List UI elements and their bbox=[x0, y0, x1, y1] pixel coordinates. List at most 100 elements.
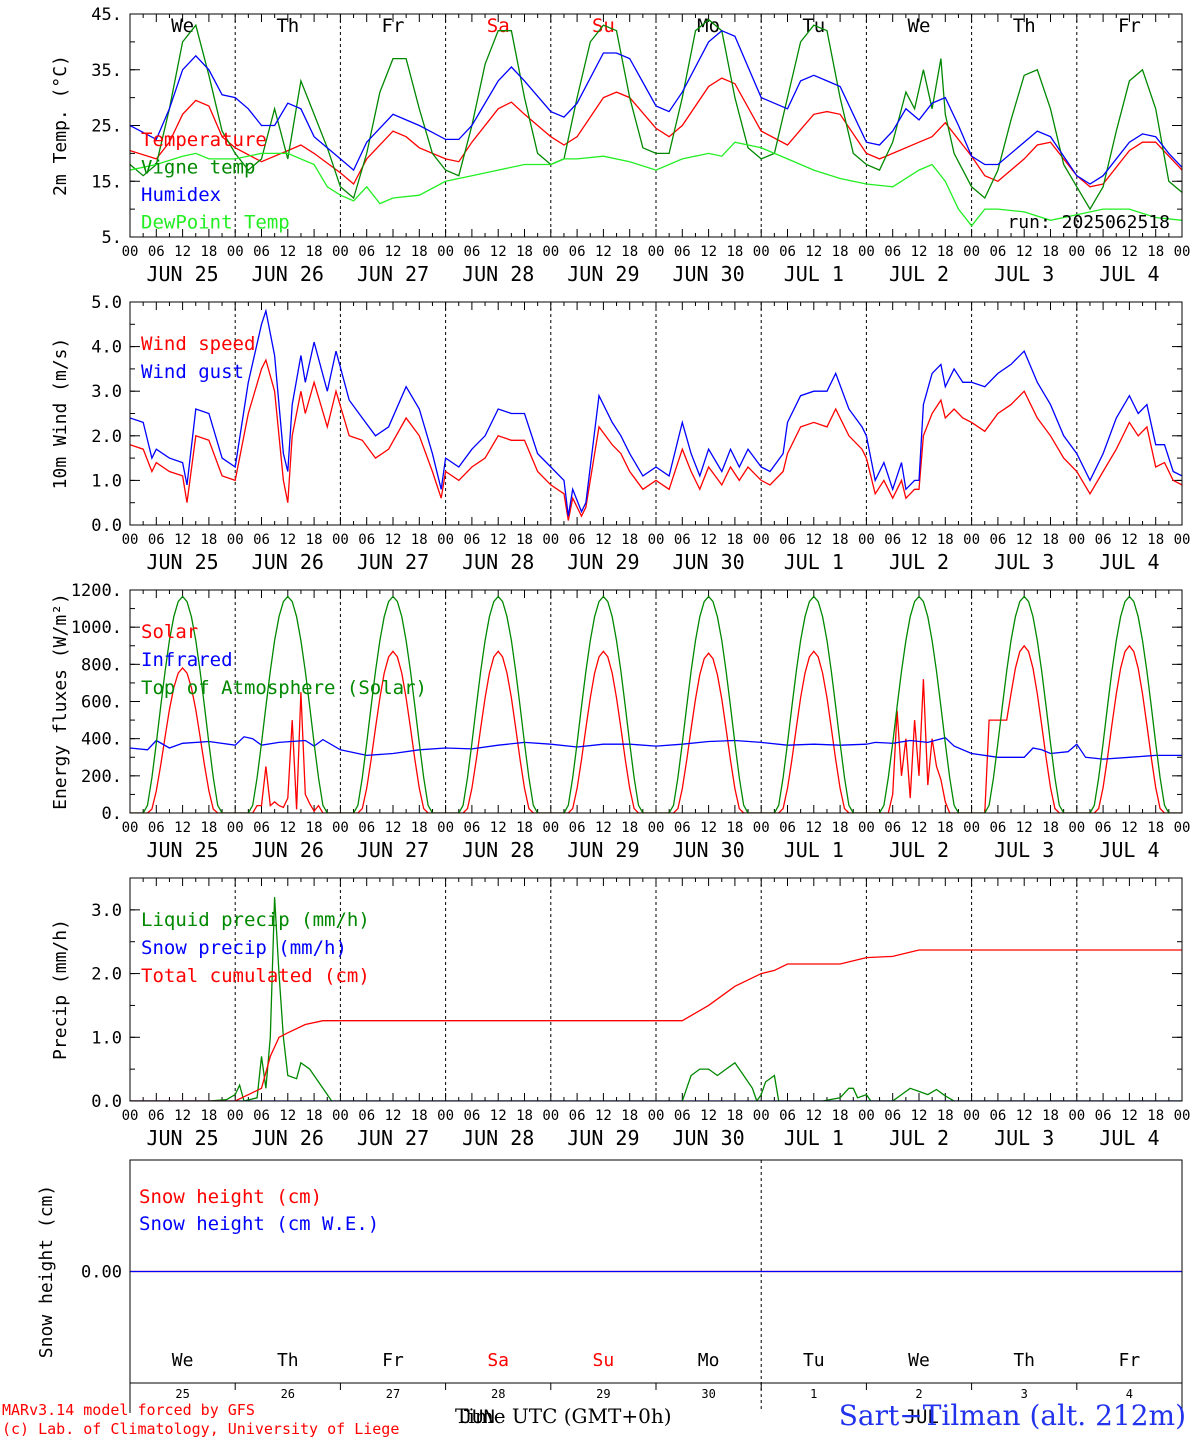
day-number-label: 29 bbox=[596, 1387, 610, 1401]
x-hour-label: 00 bbox=[858, 532, 875, 548]
x-hour-label: 18 bbox=[726, 532, 743, 548]
x-hour-label: 12 bbox=[1016, 1108, 1033, 1124]
x-date-label: JUN 29 bbox=[567, 838, 639, 862]
x-hour-label: 18 bbox=[1147, 532, 1164, 548]
x-date-label: JUN 28 bbox=[462, 550, 534, 574]
weekday-label: Fr bbox=[382, 15, 405, 37]
x-hour-label: 12 bbox=[595, 532, 612, 548]
x-hour-label: 06 bbox=[569, 244, 586, 260]
lab-credit: (c) Lab. of Climatology, University of L… bbox=[2, 1420, 400, 1438]
y-tick-label: 600. bbox=[81, 693, 122, 713]
x-hour-label: 12 bbox=[1121, 820, 1138, 836]
x-date-label: JUN 27 bbox=[357, 838, 429, 862]
x-date-label: JUN 30 bbox=[672, 550, 744, 574]
x-date-label: JUN 29 bbox=[567, 262, 639, 286]
weekday-label: Th bbox=[276, 15, 299, 37]
x-hour-label: 18 bbox=[516, 532, 533, 548]
x-hour-label: 06 bbox=[569, 532, 586, 548]
x-hour-label: 18 bbox=[726, 244, 743, 260]
x-date-label: JUN 26 bbox=[252, 262, 324, 286]
x-hour-label: 12 bbox=[1121, 532, 1138, 548]
x-hour-label: 12 bbox=[385, 1108, 402, 1124]
x-hour-label: 18 bbox=[937, 820, 954, 836]
x-hour-label: 06 bbox=[989, 1108, 1006, 1124]
y-tick-label: 1.0 bbox=[91, 1028, 122, 1048]
x-date-label: JUL 3 bbox=[994, 1126, 1054, 1150]
x-hour-label: 06 bbox=[1095, 1108, 1112, 1124]
x-date-label: JUL 3 bbox=[994, 262, 1054, 286]
y-tick-label: 0.0 bbox=[91, 1092, 122, 1112]
x-hour-label: 00 bbox=[332, 1108, 349, 1124]
x-hour-label: 12 bbox=[385, 820, 402, 836]
series-total-cumulated-cm-line bbox=[130, 949, 1182, 1101]
x-hour-label: 00 bbox=[542, 1108, 559, 1124]
x-hour-label: 00 bbox=[542, 532, 559, 548]
y-tick-label: 1200. bbox=[71, 581, 122, 601]
x-date-label: JUN 26 bbox=[252, 550, 324, 574]
series-wind-speed-line bbox=[130, 358, 1182, 521]
panel-frame bbox=[129, 877, 1183, 1102]
panel-1: 5. 15. 25. 35. 45. 2m Temp. (°C) 00 06 12 18 00 06 1… bbox=[50, 5, 1190, 286]
y-tick-label: 5.0 bbox=[91, 293, 122, 313]
y-tick-label: 0.0 bbox=[91, 516, 122, 536]
x-hour-label: 06 bbox=[989, 532, 1006, 548]
x-hour-label: 00 bbox=[753, 820, 770, 836]
x-hour-label: 18 bbox=[200, 244, 217, 260]
series-top-of-atmosphere-solar-line bbox=[130, 595, 1182, 813]
x-hour-label: 12 bbox=[174, 532, 191, 548]
x-hour-label: 12 bbox=[805, 820, 822, 836]
x-hour-label: 18 bbox=[937, 1108, 954, 1124]
x-date-label: JUL 1 bbox=[784, 550, 844, 574]
x-hour-label: 00 bbox=[227, 820, 244, 836]
x-hour-label: 06 bbox=[148, 532, 165, 548]
x-hour-label: 12 bbox=[1121, 244, 1138, 260]
run-label: run: 2025062518 bbox=[1007, 212, 1170, 233]
y-tick-label: 2.0 bbox=[91, 427, 122, 447]
legend-entry: Wind gust bbox=[141, 361, 244, 383]
x-hour-label: 06 bbox=[989, 820, 1006, 836]
x-hour-label: 18 bbox=[621, 820, 638, 836]
x-hour-label: 00 bbox=[332, 244, 349, 260]
x-hour-label: 12 bbox=[700, 244, 717, 260]
x-hour-label: 00 bbox=[753, 532, 770, 548]
legend-entry: Snow precip (mm/h) bbox=[141, 937, 347, 959]
day-number-label: 4 bbox=[1126, 1387, 1133, 1401]
x-hour-label: 12 bbox=[700, 532, 717, 548]
x-hour-label: 06 bbox=[148, 1108, 165, 1124]
x-hour-label: 12 bbox=[805, 532, 822, 548]
x-hour-label: 00 bbox=[122, 1108, 139, 1124]
x-hour-label: 18 bbox=[726, 820, 743, 836]
legend-entry: Top of Atmosphere (Solar) bbox=[141, 677, 427, 699]
weekday-label: Mo bbox=[698, 1350, 720, 1371]
weekday-label: Su bbox=[593, 1350, 615, 1371]
y-tick-label: 0. bbox=[102, 804, 122, 824]
series-infrared-line bbox=[130, 736, 1182, 760]
x-date-label: JUL 4 bbox=[1099, 838, 1159, 862]
x-hour-label: 18 bbox=[1147, 244, 1164, 260]
panel-2: 0.0 1.0 2.0 3.0 4.0 5.0 10m Wind (m/s) 00 06 12 18… bbox=[50, 293, 1190, 574]
x-hour-label: 12 bbox=[1016, 532, 1033, 548]
panel-frame bbox=[129, 13, 1183, 238]
model-credit: MARv3.14 model forced by GFS bbox=[2, 1401, 255, 1419]
y-axis-label: Precip (mm/h) bbox=[50, 919, 71, 1060]
series-liquid-precip-mm-h-line bbox=[130, 897, 1182, 1101]
x-hour-label: 00 bbox=[1174, 532, 1191, 548]
weekday-label: Th bbox=[1013, 1350, 1035, 1371]
x-hour-label: 06 bbox=[463, 820, 480, 836]
x-hour-label: 00 bbox=[437, 532, 454, 548]
weekday-label: Sa bbox=[487, 15, 510, 37]
x-date-label: JUL 1 bbox=[784, 838, 844, 862]
x-hour-label: 18 bbox=[1042, 1108, 1059, 1124]
x-hour-label: 12 bbox=[490, 1108, 507, 1124]
x-hour-label: 00 bbox=[1068, 244, 1085, 260]
x-hour-label: 00 bbox=[122, 244, 139, 260]
weekday-label: We bbox=[172, 1350, 194, 1371]
x-hour-label: 12 bbox=[1121, 1108, 1138, 1124]
x-hour-label: 18 bbox=[200, 820, 217, 836]
series-solar-line bbox=[130, 644, 1182, 813]
x-hour-label: 12 bbox=[700, 1108, 717, 1124]
x-hour-label: 18 bbox=[306, 820, 323, 836]
x-date-label: JUN 27 bbox=[357, 1126, 429, 1150]
x-hour-label: 12 bbox=[805, 1108, 822, 1124]
